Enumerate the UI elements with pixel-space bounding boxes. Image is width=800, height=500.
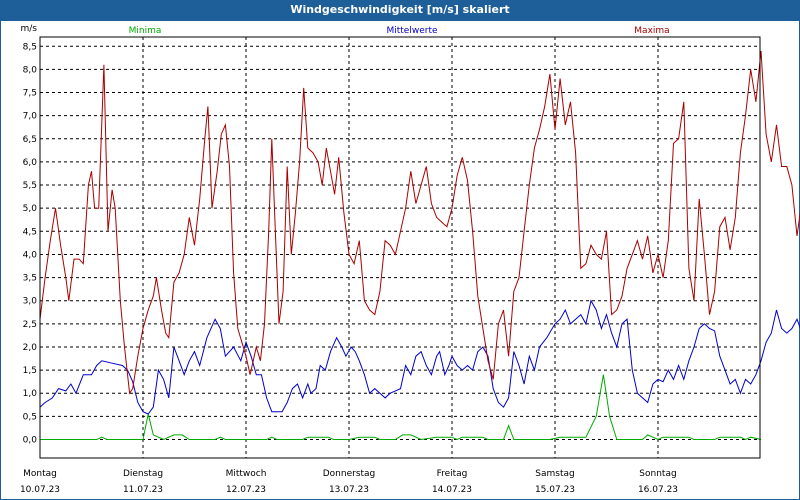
date-label: 16.07.23: [638, 485, 678, 495]
y-tick-label: 8,0: [23, 65, 38, 75]
grid: [40, 37, 760, 458]
y-tick-label: 2,5: [23, 320, 37, 330]
legend-mittelwerte: Mittelwerte: [386, 26, 437, 36]
day-label: Montag: [23, 469, 57, 479]
y-tick-label: 8,5: [23, 42, 37, 52]
y-tick-label: 6,0: [23, 158, 38, 168]
plot-area-border: [39, 36, 761, 459]
day-label: Sonntag: [639, 469, 676, 479]
date-label: 11.07.23: [123, 485, 163, 495]
series-lines: [39, 50, 800, 441]
day-label: Mittwoch: [226, 469, 267, 479]
date-label: 10.07.23: [20, 485, 60, 495]
day-label: Dienstag: [123, 469, 163, 479]
series-line-minima: [40, 374, 762, 441]
y-tick-label: 5,5: [23, 181, 37, 191]
day-label: Donnerstag: [323, 469, 376, 479]
y-tick-label: 7,0: [23, 112, 38, 122]
day-label: Samstag: [535, 469, 574, 479]
y-tick-label: 6,5: [23, 135, 37, 145]
labels: 0,0 0,5 1,0 1,5 2,0 2,5 3,0 3,5 4,0 4,5 5,0 5,5 6,0 6…: [20, 24, 678, 495]
date-label: 15.07.23: [535, 485, 575, 495]
day-label: Freitag: [437, 469, 468, 479]
y-tick-label: 1,5: [23, 366, 37, 376]
date-label: 13.07.23: [329, 485, 369, 495]
date-label: 14.07.23: [432, 485, 472, 495]
axes: [39, 36, 761, 459]
series-line-maxima: [39, 50, 800, 395]
y-tick-label: 4,0: [23, 250, 38, 260]
y-tick-label: 0,0: [23, 435, 38, 445]
y-tick-label: 1,0: [23, 389, 38, 399]
chart-title: Windgeschwindigkeit [m/s] skaliert: [290, 3, 510, 16]
y-tick-label: 4,5: [23, 227, 37, 237]
legend-maxima: Maxima: [634, 26, 669, 36]
y-tick-label: 5,0: [23, 204, 38, 214]
title-bar: Windgeschwindigkeit [m/s] skaliert: [0, 0, 800, 20]
y-tick-label: 3,0: [23, 297, 38, 307]
series-line-mittelwerte: [39, 299, 800, 415]
legend-minima: Minima: [129, 26, 162, 36]
y-axis-unit: m/s: [21, 24, 38, 34]
y-tick-label: 3,5: [23, 274, 37, 284]
date-label: 12.07.23: [226, 485, 266, 495]
y-tick-label: 0,5: [23, 412, 37, 422]
y-tick-label: 2,0: [23, 343, 38, 353]
y-tick-label: 7,5: [23, 89, 37, 99]
